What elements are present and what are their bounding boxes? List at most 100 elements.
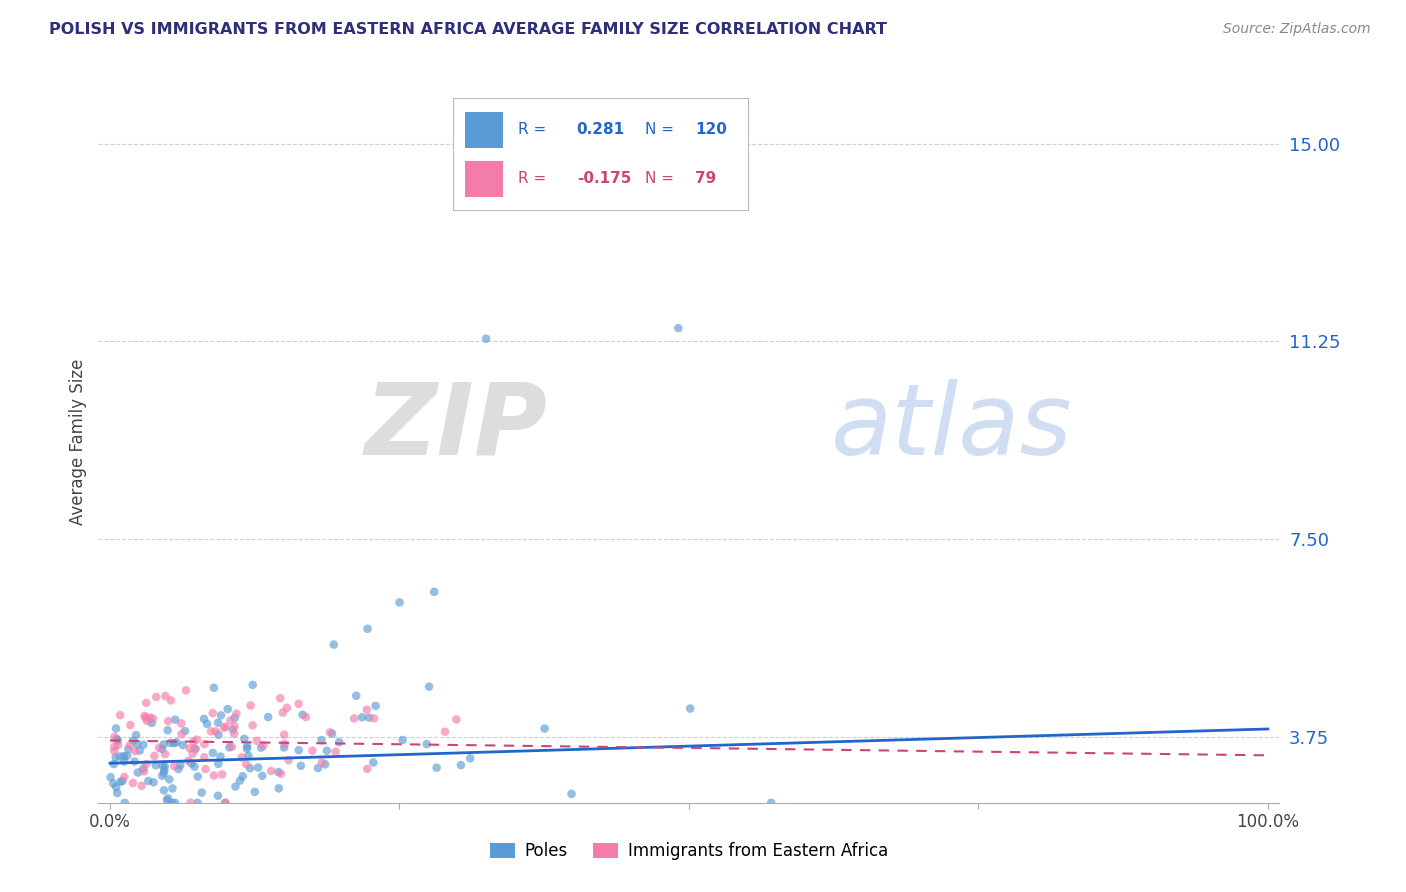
Point [356, 622, 378, 636]
Point [229, 773, 252, 788]
Point [273, 740, 295, 755]
Point [131, 779, 153, 793]
Point [356, 703, 378, 717]
Point [475, 332, 498, 346]
Point [100, 770, 122, 784]
Point [319, 725, 342, 739]
Point [315, 744, 337, 758]
Point [212, 721, 235, 735]
Point [287, 743, 309, 757]
Point [163, 759, 186, 773]
Point [108, 708, 131, 723]
Point [152, 738, 174, 752]
Point [224, 711, 246, 725]
Point [307, 761, 329, 775]
Point [143, 748, 166, 763]
Point [163, 796, 186, 810]
Point [150, 742, 173, 756]
Point [135, 756, 157, 771]
Point [135, 714, 157, 728]
Point [233, 731, 256, 746]
Point [103, 739, 125, 754]
Point [179, 741, 201, 756]
Point [124, 755, 146, 769]
Point [418, 680, 440, 694]
Point [231, 750, 253, 764]
Point [276, 701, 298, 715]
Point [107, 738, 129, 752]
Point [224, 780, 246, 794]
Point [103, 730, 125, 744]
Point [181, 747, 204, 761]
Point [242, 678, 264, 692]
Point [352, 710, 374, 724]
Point [108, 749, 131, 764]
Point [167, 762, 190, 776]
Point [156, 793, 179, 807]
Point [155, 689, 177, 703]
Point [301, 744, 323, 758]
Point [207, 756, 229, 771]
Point [311, 756, 333, 770]
Point [252, 769, 274, 783]
Point [169, 758, 191, 772]
Point [135, 696, 157, 710]
Point [200, 724, 222, 739]
Point [218, 740, 240, 755]
Point [204, 724, 226, 739]
Point [458, 751, 481, 765]
Point [416, 737, 439, 751]
Point [159, 736, 181, 750]
Point [174, 683, 197, 698]
Point [180, 796, 202, 810]
Point [183, 741, 205, 756]
Point [127, 765, 149, 780]
Point [193, 737, 215, 751]
Point [103, 757, 125, 772]
Point [328, 735, 350, 749]
Point [201, 706, 224, 720]
Point [186, 796, 208, 810]
Point [193, 712, 215, 726]
Point [127, 737, 149, 751]
Point [267, 764, 290, 779]
Point [157, 714, 180, 729]
Point [207, 789, 229, 803]
Text: Source: ZipAtlas.com: Source: ZipAtlas.com [1223, 22, 1371, 37]
Point [679, 701, 702, 715]
Point [104, 750, 127, 764]
Point [157, 772, 180, 787]
Point [166, 735, 188, 749]
Point [162, 781, 184, 796]
Point [364, 698, 387, 713]
Point [114, 796, 136, 810]
Point [209, 749, 232, 764]
Point [450, 758, 472, 772]
Text: POLISH VS IMMIGRANTS FROM EASTERN AFRICA AVERAGE FAMILY SIZE CORRELATION CHART: POLISH VS IMMIGRANTS FROM EASTERN AFRICA… [49, 22, 887, 37]
Point [273, 728, 295, 742]
Point [311, 733, 333, 747]
Point [112, 755, 135, 769]
Point [433, 724, 456, 739]
Point [257, 710, 280, 724]
Point [246, 734, 269, 748]
Point [247, 760, 270, 774]
Point [269, 691, 291, 706]
Point [201, 746, 224, 760]
Point [238, 748, 260, 763]
Point [170, 716, 193, 731]
Point [110, 774, 132, 789]
Point [150, 769, 173, 783]
Point [260, 764, 283, 778]
Point [232, 769, 254, 783]
Point [115, 748, 138, 763]
Point [163, 736, 186, 750]
Point [187, 770, 209, 784]
Point [172, 738, 194, 752]
Point [207, 728, 229, 742]
Point [344, 689, 367, 703]
Point [105, 722, 128, 736]
Point [125, 728, 148, 742]
Point [217, 702, 239, 716]
Point [183, 734, 205, 748]
